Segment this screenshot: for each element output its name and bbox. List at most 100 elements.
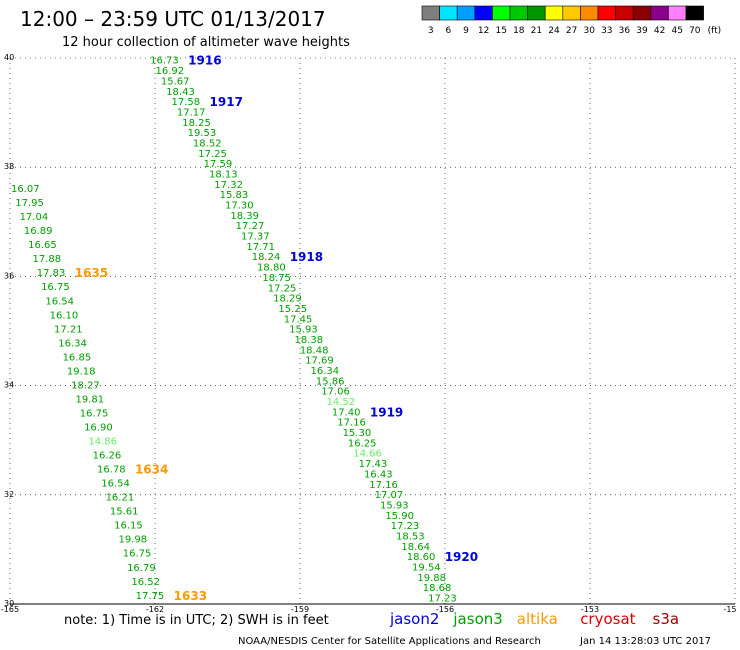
time-label: 1634 <box>135 463 168 477</box>
swh-value: 19.88 <box>417 573 446 584</box>
swh-value: 17.04 <box>20 212 49 223</box>
swh-value: 17.43 <box>359 459 388 470</box>
swh-value: 17.07 <box>375 490 404 501</box>
colorbar-label: 30 <box>583 26 595 36</box>
colorbar-label: 24 <box>548 26 560 36</box>
swh-value: 15.90 <box>385 511 414 522</box>
swh-value: 17.25 <box>268 283 297 294</box>
swh-value: 16.43 <box>364 469 393 480</box>
colorbar-label: 27 <box>566 26 577 36</box>
swh-value: 19.81 <box>75 394 104 405</box>
colorbar-label: 6 <box>446 26 452 36</box>
colorbar-label: 39 <box>636 26 648 36</box>
colorbar-label: 42 <box>654 26 665 36</box>
time-label: 1920 <box>445 550 478 564</box>
swh-value: 16.75 <box>123 549 152 560</box>
timestamp-text: Jan 14 13:28:03 UTC 2017 <box>579 636 711 647</box>
swh-value: 18.52 <box>193 138 222 149</box>
swh-value: 15.25 <box>278 304 307 315</box>
time-label: 1635 <box>75 266 108 280</box>
swh-value: 16.25 <box>348 438 377 449</box>
colorbar-label: 12 <box>478 26 489 36</box>
swh-value: 18.68 <box>423 583 452 594</box>
colorbar-label: 9 <box>463 26 469 36</box>
swh-value: 15.93 <box>380 500 409 511</box>
swh-value: 17.17 <box>177 107 206 118</box>
swh-value: 17.37 <box>241 232 270 243</box>
swh-value: 19.53 <box>188 128 217 139</box>
swh-value: 16.73 <box>150 56 179 67</box>
colorbar-label: 70 <box>689 26 701 36</box>
swh-value: 16.10 <box>50 310 79 321</box>
swh-value: 17.23 <box>428 594 457 605</box>
legend-s3a: s3a <box>653 610 680 628</box>
colorbar-label: 21 <box>531 26 542 36</box>
swh-value: 19.98 <box>118 535 147 546</box>
swh-value: 14.86 <box>88 437 117 448</box>
swh-value: 18.53 <box>396 531 425 542</box>
colorbar-swatch <box>562 5 581 21</box>
swh-value: 16.89 <box>24 226 53 237</box>
swh-value: 17.59 <box>204 159 233 170</box>
colorbar-swatch <box>650 5 669 21</box>
swh-value: 15.83 <box>220 190 249 201</box>
colorbar-label: 3 <box>428 26 434 36</box>
swh-value: 16.52 <box>131 577 160 588</box>
colorbar: 3 6 9 12 15 18 21 24 27 30 33 36 39 42 45 70 (ft) <box>421 5 721 36</box>
y-tick-label: 36 <box>4 271 14 280</box>
swh-value: 16.34 <box>58 338 87 349</box>
swh-value: 17.75 <box>136 591 165 602</box>
swh-value: 17.30 <box>225 201 254 212</box>
chart-title: 12:00 – 23:59 UTC 01/13/2017 <box>20 7 326 31</box>
swh-value: 15.67 <box>161 76 190 87</box>
note-text: note: 1) Time is in UTC; 2) SWH is in fe… <box>64 613 329 628</box>
y-tick-label: 32 <box>4 490 14 499</box>
chart-subtitle: 12 hour collection of altimeter wave hei… <box>62 35 350 50</box>
colorbar-swatch <box>439 5 458 21</box>
swh-value: 15.86 <box>316 376 345 387</box>
swh-value: 18.43 <box>166 87 195 98</box>
swh-value: 18.29 <box>273 294 302 305</box>
colorbar-swatch <box>668 5 687 21</box>
colorbar-label: 33 <box>601 26 612 36</box>
time-label: 1917 <box>210 95 243 109</box>
colorbar-swatch <box>527 5 546 21</box>
colorbar-swatch <box>492 5 511 21</box>
time-label: 1918 <box>290 250 323 264</box>
swh-value: 15.61 <box>110 507 139 518</box>
swh-value: 17.83 <box>37 268 66 279</box>
swh-value: 18.39 <box>230 211 259 222</box>
swh-value: 17.32 <box>214 180 243 191</box>
swh-value: 18.38 <box>294 335 323 346</box>
colorbar-label: 18 <box>513 26 525 36</box>
swh-value: 16.92 <box>156 66 185 77</box>
swh-value: 17.69 <box>305 356 334 367</box>
credit-text: NOAA/NESDIS Center for Satellite Applica… <box>238 636 541 647</box>
swh-value: 15.93 <box>289 325 318 336</box>
swh-value: 16.85 <box>63 352 92 363</box>
swh-value: 16.90 <box>84 422 113 433</box>
y-tick-label: 38 <box>4 162 14 171</box>
swh-value: 15.30 <box>343 428 372 439</box>
swh-value: 16.34 <box>311 366 340 377</box>
x-tick-label: -153 <box>581 605 599 614</box>
swh-value: 17.25 <box>198 149 227 160</box>
x-tick-label: -15 <box>723 605 736 614</box>
colorbar-swatch <box>632 5 652 21</box>
legend-jason2: jason2 <box>389 610 439 628</box>
swh-value: 16.21 <box>106 493 135 504</box>
swh-value: 16.15 <box>114 521 143 532</box>
swh-value: 17.16 <box>337 418 366 429</box>
colorbar-swatch <box>456 5 476 21</box>
x-tick-label: -156 <box>436 605 454 614</box>
colorbar-label: 45 <box>671 26 682 36</box>
swh-value: 19.54 <box>412 563 441 574</box>
swh-value: 18.48 <box>300 345 329 356</box>
colorbar-swatch <box>615 5 634 21</box>
x-tick-label: -162 <box>146 605 164 614</box>
y-tick-label: 30 <box>4 599 14 608</box>
colorbar-swatch <box>580 5 599 21</box>
swh-value: 18.80 <box>257 263 286 274</box>
swh-value: 17.06 <box>321 387 350 398</box>
